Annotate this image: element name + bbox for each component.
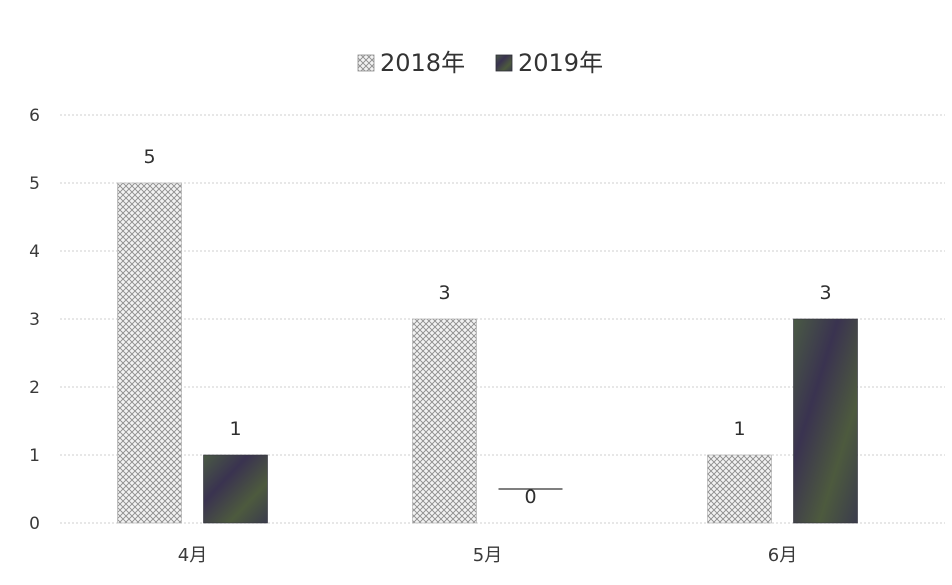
- data-label: 3: [438, 282, 450, 304]
- data-label: 0: [524, 486, 536, 508]
- x-axis: 4月 5月 6月: [178, 545, 797, 566]
- legend-label: 2018年: [380, 49, 465, 77]
- y-tick-label: 4: [29, 242, 40, 262]
- y-tick-label: 5: [29, 174, 40, 194]
- chart-legend: 2018年 2019年: [357, 49, 603, 77]
- y-tick-label: 2: [29, 378, 40, 398]
- bar-2019年-6月: [793, 318, 858, 524]
- bar-2019年-4月: [203, 454, 268, 524]
- data-label: 1: [229, 418, 241, 440]
- data-labels: 5 1 3 0 1 3: [143, 146, 831, 508]
- bars: [117, 182, 858, 524]
- y-tick-label: 1: [29, 446, 40, 466]
- data-label: 5: [143, 146, 155, 168]
- bar-2018年-6月: [707, 454, 772, 524]
- y-tick-label: 0: [29, 514, 40, 534]
- y-tick-label: 3: [29, 310, 40, 330]
- bar-2018年-5月: [412, 318, 477, 524]
- bar-2018年-4月: [117, 182, 182, 524]
- y-tick-label: 6: [29, 106, 40, 126]
- legend-swatch: [357, 54, 375, 72]
- data-label: 1: [733, 418, 745, 440]
- x-tick-label: 5月: [473, 545, 502, 566]
- x-tick-label: 4月: [178, 545, 207, 566]
- y-axis: 0 1 2 3 4 5 6: [29, 106, 40, 534]
- data-label: 3: [819, 282, 831, 304]
- legend-label: 2019年: [518, 49, 603, 77]
- legend-swatch: [495, 54, 513, 72]
- x-tick-label: 6月: [768, 545, 797, 566]
